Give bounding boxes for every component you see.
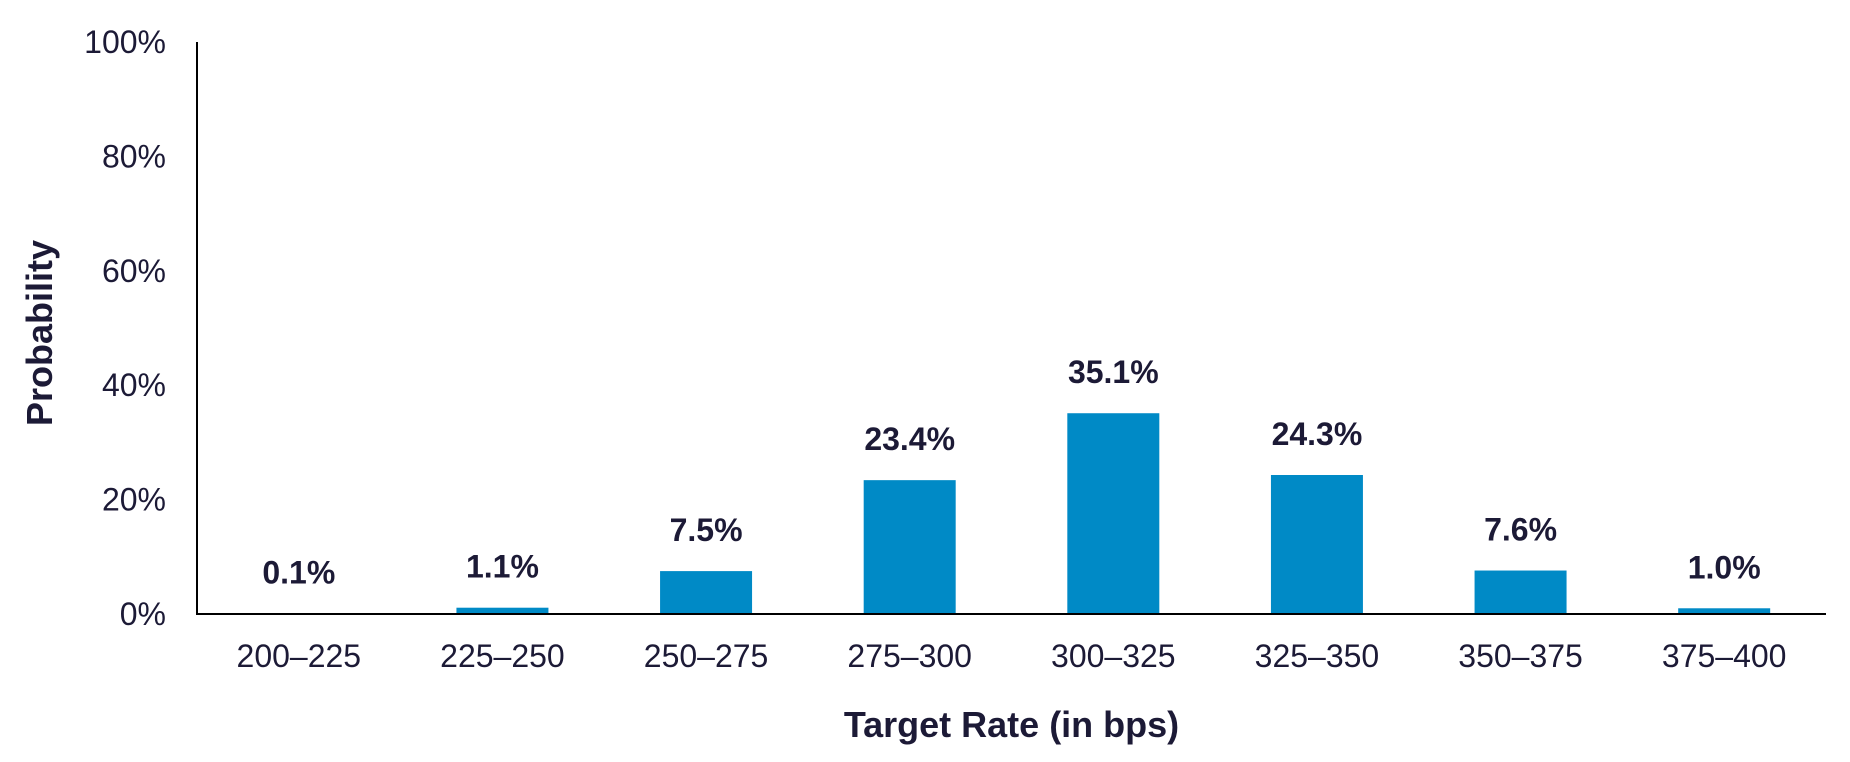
bar	[1270, 475, 1363, 614]
y-tick-label: 80%	[102, 138, 166, 174]
y-tick-label: 20%	[102, 482, 166, 518]
y-tick-label: 0%	[120, 596, 166, 632]
x-tick-label: 350–375	[1458, 638, 1583, 674]
bar	[1067, 413, 1160, 614]
x-tick-label: 325–350	[1255, 638, 1380, 674]
data-label: 0.1%	[262, 554, 335, 590]
bars	[252, 413, 1771, 614]
data-labels: 0.1% 1.1% 7.5% 23.4% 35.1% 24.3% 7.6% 1.0%	[262, 354, 1760, 590]
x-tick-label: 225–250	[440, 638, 565, 674]
bar	[456, 607, 549, 614]
data-label: 24.3%	[1272, 416, 1363, 452]
y-axis-tick-labels: 0% 20% 40% 60% 80% 100%	[84, 24, 166, 632]
x-tick-label: 275–300	[847, 638, 972, 674]
bar	[1678, 608, 1771, 614]
data-label: 1.0%	[1688, 549, 1761, 585]
data-label: 1.1%	[466, 549, 539, 585]
x-tick-label: 300–325	[1051, 638, 1176, 674]
y-tick-label: 40%	[102, 367, 166, 403]
data-label: 35.1%	[1068, 354, 1159, 390]
x-axis-tick-labels: 200–225 225–250 250–275 275–300 300–325 325–3…	[237, 638, 1787, 674]
bar	[1474, 570, 1567, 614]
bar	[863, 480, 956, 614]
data-label: 23.4%	[864, 421, 955, 457]
data-label: 7.5%	[670, 512, 743, 548]
bar	[660, 571, 753, 614]
x-tick-label: 250–275	[644, 638, 769, 674]
y-tick-label: 60%	[102, 253, 166, 289]
data-label: 7.6%	[1484, 512, 1557, 548]
y-tick-label: 100%	[84, 24, 166, 60]
y-axis-title: Probability	[19, 240, 60, 426]
x-tick-label: 375–400	[1662, 638, 1787, 674]
x-tick-label: 200–225	[237, 638, 362, 674]
x-axis-title: Target Rate (in bps)	[844, 704, 1179, 745]
